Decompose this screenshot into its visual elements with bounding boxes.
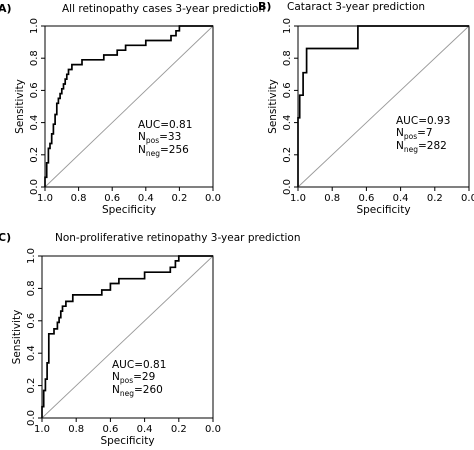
x-tick-label: 1.0 bbox=[37, 193, 53, 204]
x-axis-label: Specificity bbox=[100, 435, 154, 447]
n-pos-value: =7 bbox=[417, 127, 432, 139]
n-pos-subscript: pos bbox=[404, 132, 417, 141]
y-axis-label: Sensitivity bbox=[267, 79, 279, 134]
y-tick-label: 0.2 bbox=[29, 147, 40, 163]
x-tick-label: 0.0 bbox=[205, 193, 221, 204]
x-tick-label: 0.4 bbox=[393, 193, 409, 204]
x-tick-label: 0.8 bbox=[68, 424, 84, 435]
n-pos-text: Npos=29 bbox=[112, 371, 155, 385]
n-neg-symbol: N bbox=[396, 140, 404, 152]
y-tick-label: 0.4 bbox=[29, 115, 40, 131]
auc-label: AUC=0.81 bbox=[138, 119, 192, 131]
x-tick-label: 1.0 bbox=[290, 193, 306, 204]
y-tick-label: 1.0 bbox=[282, 18, 293, 34]
y-tick-label: 0.0 bbox=[29, 179, 40, 195]
y-tick-label: 0.2 bbox=[26, 378, 37, 394]
y-axis-label: Sensitivity bbox=[11, 310, 23, 365]
x-tick-label: 0.6 bbox=[358, 193, 374, 204]
y-tick-label: 0.0 bbox=[26, 410, 37, 426]
x-tick-label: 0.0 bbox=[461, 193, 474, 204]
panel-title: Non-proliferative retinopathy 3-year pre… bbox=[55, 232, 301, 244]
x-tick-label: 1.0 bbox=[34, 424, 50, 435]
y-tick-label: 0.4 bbox=[26, 345, 37, 361]
x-tick-label: 0.6 bbox=[104, 193, 120, 204]
panel-label: C) bbox=[0, 231, 11, 244]
plot-frame bbox=[44, 25, 214, 188]
y-tick-label: 1.0 bbox=[29, 18, 40, 34]
y-tick-label: 0.8 bbox=[26, 280, 37, 296]
y-tick-label: 0.2 bbox=[282, 147, 293, 163]
y-axis-label: Sensitivity bbox=[14, 79, 26, 134]
y-tick-label: 0.4 bbox=[282, 115, 293, 131]
x-tick-label: 0.2 bbox=[427, 193, 443, 204]
x-axis-label: Specificity bbox=[356, 204, 410, 216]
n-neg-subscript: neg bbox=[120, 389, 134, 398]
n-pos-symbol: N bbox=[396, 127, 404, 139]
y-tick-label: 0.6 bbox=[29, 82, 40, 98]
x-tick-label: 0.4 bbox=[137, 424, 153, 435]
y-tick-label: 1.0 bbox=[26, 248, 37, 264]
plot-frame bbox=[41, 255, 214, 419]
n-pos-value: =33 bbox=[159, 131, 181, 143]
n-neg-text: Nneg=260 bbox=[112, 384, 163, 398]
panel-label: A) bbox=[0, 2, 12, 15]
roc-panel-1: A) All retinopathy cases 3-year predictio… bbox=[0, 2, 265, 216]
y-tick-label: 0.8 bbox=[29, 50, 40, 66]
n-pos-symbol: N bbox=[138, 131, 146, 143]
n-neg-value: =260 bbox=[134, 384, 163, 396]
x-tick-label: 0.6 bbox=[102, 424, 118, 435]
panel-title: All retinopathy cases 3-year prediction bbox=[62, 3, 265, 15]
x-tick-label: 0.8 bbox=[324, 193, 340, 204]
x-tick-label: 0.8 bbox=[71, 193, 87, 204]
n-pos-text: Npos=7 bbox=[396, 127, 433, 141]
n-pos-text: Npos=33 bbox=[138, 131, 181, 145]
roc-panel-2: B) Cataract 3-year prediction 1.0 0.8 0.6 0.4… bbox=[258, 0, 474, 216]
x-tick-label: 0.4 bbox=[138, 193, 154, 204]
y-tick-label: 0.8 bbox=[282, 50, 293, 66]
auc-label: AUC=0.81 bbox=[112, 359, 166, 371]
n-pos-subscript: pos bbox=[146, 136, 159, 145]
y-tick-label: 0.6 bbox=[26, 313, 37, 329]
roc-curve bbox=[44, 25, 213, 187]
n-pos-subscript: pos bbox=[120, 376, 133, 385]
y-tick-label: 0.6 bbox=[282, 82, 293, 98]
y-tick-label: 0.0 bbox=[282, 179, 293, 195]
n-neg-symbol: N bbox=[138, 144, 146, 156]
n-pos-value: =29 bbox=[133, 371, 155, 383]
n-neg-symbol: N bbox=[112, 384, 120, 396]
x-tick-label: 0.0 bbox=[205, 424, 221, 435]
roc-curve bbox=[297, 25, 469, 187]
auc-label: AUC=0.93 bbox=[396, 115, 450, 127]
panel-title: Cataract 3-year prediction bbox=[287, 1, 425, 13]
chance-line bbox=[44, 25, 214, 188]
n-neg-value: =256 bbox=[160, 144, 189, 156]
roc-curve bbox=[41, 255, 213, 418]
n-neg-subscript: neg bbox=[146, 149, 160, 158]
chance-line bbox=[41, 255, 214, 419]
chance-line bbox=[297, 25, 470, 188]
x-tick-label: 0.2 bbox=[171, 424, 187, 435]
n-neg-text: Nneg=282 bbox=[396, 140, 447, 154]
n-neg-text: Nneg=256 bbox=[138, 144, 189, 158]
n-neg-subscript: neg bbox=[404, 145, 418, 154]
roc-panel-3: C) Non-proliferative retinopathy 3-year p… bbox=[0, 231, 301, 447]
n-neg-value: =282 bbox=[418, 140, 447, 152]
x-tick-label: 0.2 bbox=[171, 193, 187, 204]
panel-label: B) bbox=[258, 0, 271, 13]
n-pos-symbol: N bbox=[112, 371, 120, 383]
x-axis-label: Specificity bbox=[102, 204, 156, 216]
